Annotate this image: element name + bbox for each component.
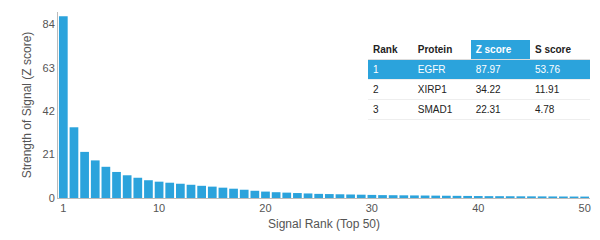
html-text:2: 2 bbox=[373, 84, 379, 95]
svg-text:0: 0 bbox=[49, 192, 55, 204]
html-text:1: 1 bbox=[373, 64, 379, 75]
svg-text:1: 1 bbox=[60, 202, 66, 214]
html-text:3: 3 bbox=[373, 104, 379, 115]
svg-text:63: 63 bbox=[43, 62, 55, 74]
html-text:34.22: 34.22 bbox=[475, 84, 501, 95]
svg-text:Signal Rank (Top 50): Signal Rank (Top 50) bbox=[268, 217, 380, 231]
html-text:53.76: 53.76 bbox=[534, 64, 560, 75]
svg-text:10: 10 bbox=[153, 202, 165, 214]
html-text:EGFR: EGFR bbox=[417, 64, 446, 75]
html-text:11.91: 11.91 bbox=[534, 84, 560, 95]
html-text:4.78: 4.78 bbox=[534, 104, 555, 115]
html-text:S score: S score bbox=[534, 44, 572, 55]
html-text:Rank: Rank bbox=[373, 44, 398, 55]
html-text:SMAD1: SMAD1 bbox=[417, 104, 453, 115]
svg-text:42: 42 bbox=[43, 105, 55, 117]
svg-text:30: 30 bbox=[366, 202, 378, 214]
svg-text:20: 20 bbox=[259, 202, 271, 214]
html-text:Protein: Protein bbox=[417, 44, 453, 55]
svg-text:21: 21 bbox=[43, 148, 55, 160]
html-text:Z score: Z score bbox=[475, 44, 512, 55]
svg-text:Strength of Signal (Z score): Strength of Signal (Z score) bbox=[20, 32, 34, 179]
html-text:22.31: 22.31 bbox=[475, 104, 501, 115]
html-text:87.97: 87.97 bbox=[475, 64, 501, 75]
svg-text:40: 40 bbox=[472, 202, 484, 214]
svg-text:84: 84 bbox=[43, 18, 55, 30]
html-text:XIRP1: XIRP1 bbox=[417, 84, 447, 95]
svg-text:50: 50 bbox=[579, 202, 591, 214]
